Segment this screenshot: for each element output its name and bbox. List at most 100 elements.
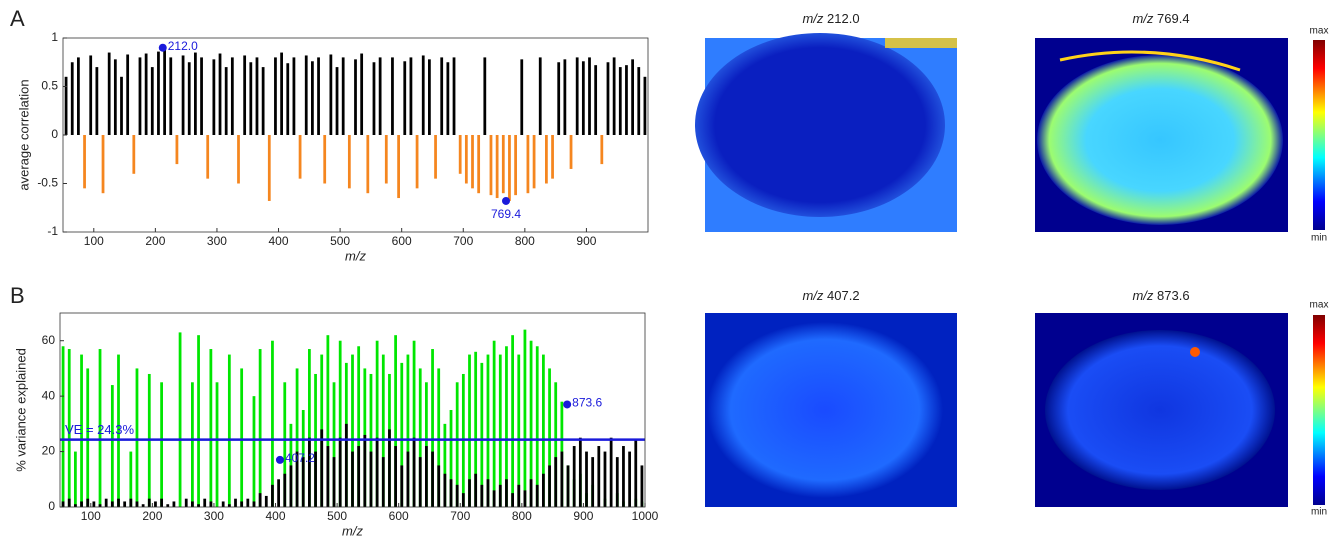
bar [271,340,274,507]
bar [578,437,582,507]
bar [480,484,484,507]
y-tick-label: 0 [48,499,55,513]
bar [351,451,354,507]
marker-label: 407.2 [285,451,315,465]
bar [486,479,490,507]
x-tick-label: 300 [207,234,227,248]
bar [391,57,394,135]
bar [483,57,487,135]
x-tick-label: 600 [392,234,412,248]
bar [240,501,244,507]
bar [505,479,508,507]
bar [449,410,453,507]
bar [240,368,244,507]
y-tick-label: 60 [42,333,56,347]
bar [511,493,514,507]
bar [175,135,179,165]
bar [468,479,471,507]
bar [120,76,123,135]
bar [184,498,188,507]
bar [147,498,151,507]
bar [572,446,576,507]
title-value: 769.4 [1157,11,1190,26]
bar [157,51,160,135]
bar [566,465,570,507]
bar [135,501,139,507]
bar [400,465,404,507]
bar [212,59,216,136]
bar [363,434,367,507]
bar [320,429,324,507]
bar [603,451,607,507]
bar [261,67,265,135]
bar [110,501,114,507]
bar [520,59,524,136]
bar [295,368,299,507]
bar [449,479,453,507]
bar [341,57,345,135]
bar [486,354,490,507]
y-tick-label: -0.5 [37,176,58,190]
bar [554,382,558,507]
bar [70,62,74,135]
bar [581,61,585,135]
bar [357,446,361,507]
bar [61,501,65,507]
y-axis-label: % variance explained [13,348,28,472]
bar [234,498,237,507]
bar [523,490,527,507]
plot-frame [59,312,646,508]
bar [637,67,641,135]
bar [585,451,588,507]
bar [354,59,357,136]
threshold-label: VE = 24.3% [65,422,134,437]
bar [98,504,102,507]
bar [400,362,404,507]
bar [554,457,558,507]
bar [80,354,83,507]
bar [517,354,521,507]
bar [227,504,231,507]
bar [421,55,425,135]
bar [77,57,80,135]
bar [323,135,327,184]
bar [246,498,250,507]
bar [335,67,339,135]
bar [163,47,166,136]
bar [117,498,120,507]
marker-label: 769.4 [491,207,521,221]
bar [489,135,493,196]
heatmap [695,33,957,232]
bar [600,135,604,165]
bar [455,382,459,507]
bar [132,135,136,174]
bar [575,57,579,135]
bar [144,53,148,135]
bar [117,354,120,507]
bar [74,451,77,507]
x-tick-label: 300 [204,509,224,523]
bar [298,135,302,179]
bar [369,451,373,507]
bar [344,423,348,507]
bar [92,501,96,507]
bar [508,135,511,201]
bar [215,382,219,507]
bar [123,501,127,507]
bar [243,55,247,135]
bar [280,52,283,135]
bar [252,501,256,507]
x-tick-label: 500 [330,234,350,248]
bar [95,67,99,135]
bar [425,382,428,507]
bar [191,382,194,507]
bar [446,62,450,135]
bar [329,54,333,135]
bar [230,57,234,135]
bar [418,457,422,507]
bar [474,351,478,507]
marker-label: 212.0 [168,39,198,53]
x-tick-label: 900 [573,509,593,523]
x-tick-label: 900 [576,234,596,248]
bar [277,479,280,507]
